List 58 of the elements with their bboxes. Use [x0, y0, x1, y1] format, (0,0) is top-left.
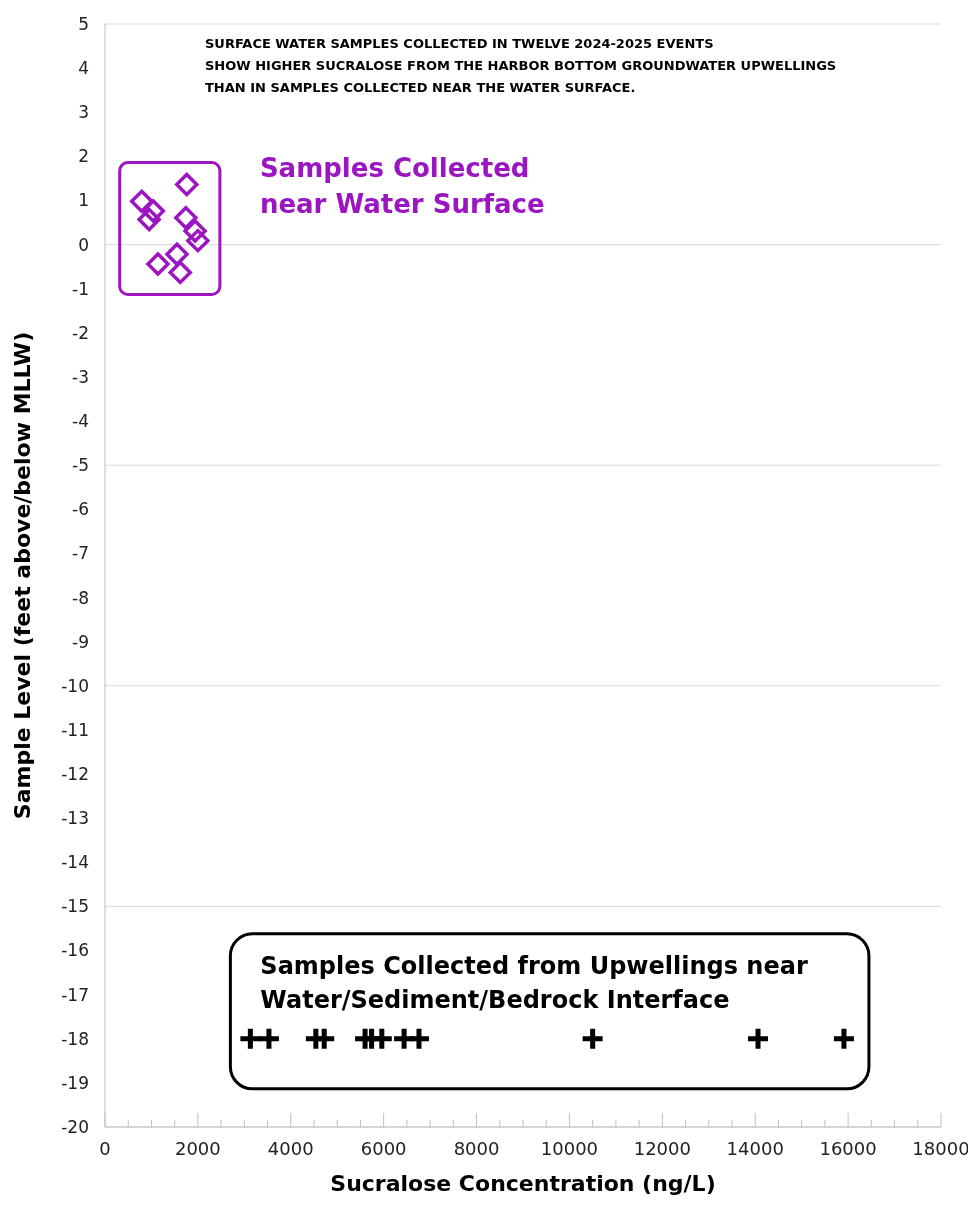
point [748, 1028, 769, 1049]
x-tick-label: 2000 [174, 1138, 221, 1159]
y-tick-label: 1 [78, 190, 89, 211]
y-tick-label: -8 [72, 587, 89, 608]
point [833, 1028, 854, 1049]
y-tick-label: 5 [78, 13, 89, 34]
x-tick-label: 10000 [540, 1138, 599, 1159]
y-tick-label: -10 [61, 675, 89, 696]
point [165, 242, 189, 267]
point [141, 199, 166, 223]
point [174, 172, 199, 197]
x-tick-label: 14000 [726, 1138, 784, 1159]
y-tick-label: -16 [61, 940, 89, 961]
point [183, 219, 207, 243]
y-tick-label: 3 [78, 102, 89, 123]
y-tick-label: -4 [72, 411, 89, 432]
point [186, 228, 210, 253]
point [240, 1028, 261, 1049]
point [146, 252, 170, 276]
y-tick-label: -15 [61, 896, 89, 917]
y-tick-label: -20 [61, 1116, 89, 1137]
y-tick-label: -12 [61, 763, 89, 784]
y-tick-label: -18 [61, 1028, 89, 1049]
point [168, 260, 192, 285]
y-tick-label: -13 [61, 808, 89, 829]
series-label: Samples Collected from Upwellings near Water/Sediment/Bedrock Interface [260, 951, 808, 1014]
y-tick-label: 0 [78, 234, 89, 255]
y-tick-label: -5 [72, 455, 89, 476]
y-tick-label: -1 [72, 278, 89, 299]
y-tick-label: -7 [72, 543, 89, 564]
point [371, 1028, 392, 1049]
y-tick-label: 4 [78, 58, 89, 79]
y-tick-label: -19 [61, 1072, 89, 1093]
x-tick-label: 18000 [912, 1138, 970, 1159]
x-tick-label: 6000 [360, 1138, 407, 1159]
y-axis-title: Sample Level (feet above/below MLLW) [10, 331, 35, 820]
point [174, 205, 198, 230]
point [408, 1028, 429, 1049]
point [258, 1028, 279, 1049]
y-tick-label: -9 [72, 631, 89, 652]
y-tick-label: -3 [72, 366, 89, 387]
point [582, 1028, 603, 1049]
point [137, 207, 161, 232]
text: Samples Collected near Water Surface [259, 152, 545, 219]
x-tick-label: 4000 [267, 1138, 314, 1159]
point [129, 189, 154, 214]
x-tick-label: 16000 [819, 1138, 877, 1159]
x-tick-label: 12000 [633, 1138, 691, 1159]
y-tick-label: -14 [61, 852, 89, 873]
x-axis-title: Sucralose Concentration (ng/L) [330, 1171, 716, 1196]
y-tick-label: -2 [72, 322, 89, 343]
y-tick-label: -11 [61, 719, 89, 740]
y-tick-label: 2 [78, 146, 89, 167]
y-tick-label: -17 [61, 984, 89, 1005]
x-tick-label: 0 [99, 1138, 111, 1159]
text: SURFACE WATER SAMPLES COLLECTED IN TWELVE 2024-2025 EVENTS SHOW HIGHER SUCRALOSE FROM THE HARBOR BOTTOM GROUNDWATER UPWELLINGS THAN IN SAMPLES COLLECTED NEAR THE WATER SURFACE. [205, 36, 837, 95]
y-tick-label: -6 [72, 499, 89, 520]
x-tick-label: 8000 [453, 1138, 500, 1159]
